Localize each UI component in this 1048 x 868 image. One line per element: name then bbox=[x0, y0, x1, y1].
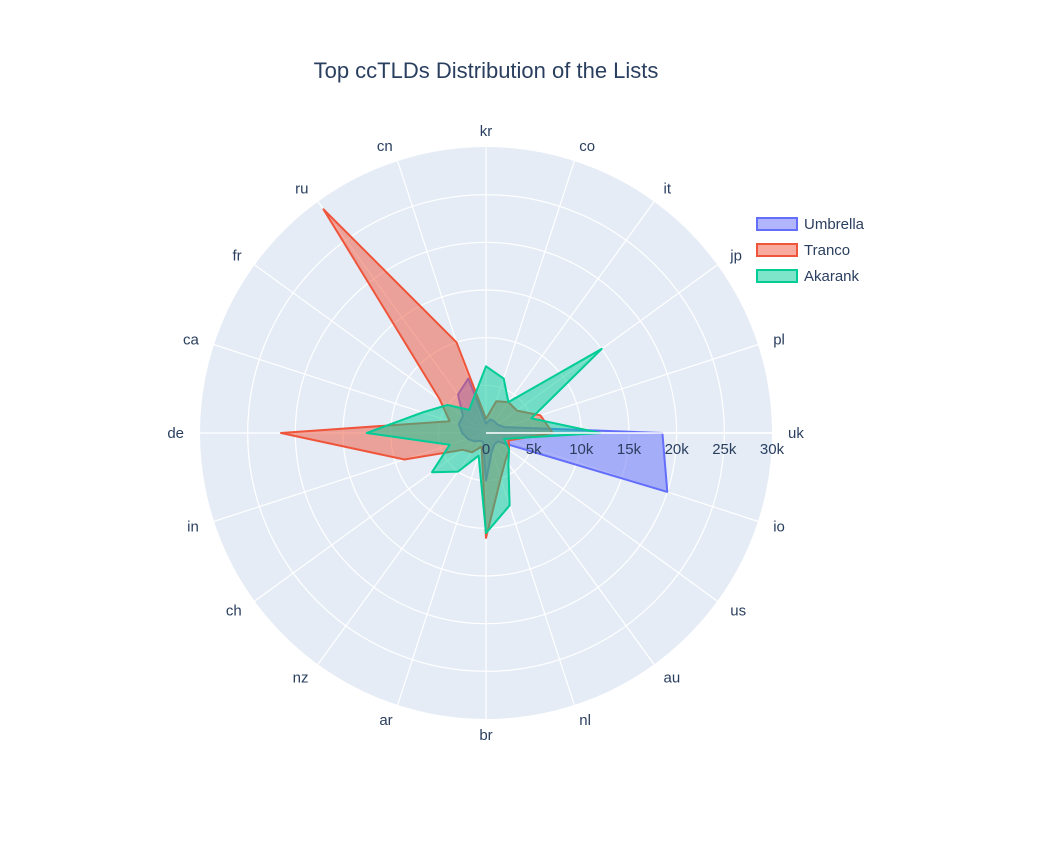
angular-label-ca: ca bbox=[183, 332, 200, 349]
angular-label-de: de bbox=[167, 425, 184, 442]
legend-label: Akarank bbox=[804, 268, 860, 285]
angular-label-cn: cn bbox=[377, 138, 393, 155]
radial-axis-ticks: 0 5k 10k 15k 20k 25k 30k bbox=[482, 432, 785, 458]
legend-label: Tranco bbox=[804, 242, 850, 259]
angular-label-jp: jp bbox=[729, 248, 742, 265]
legend-swatch bbox=[756, 217, 798, 231]
angular-label-co: co bbox=[579, 138, 595, 155]
angular-label-io: io bbox=[773, 518, 785, 535]
radial-tick-label: 5k bbox=[526, 441, 542, 458]
radial-tick-label: 30k bbox=[760, 441, 785, 458]
grid-spoke bbox=[397, 432, 487, 706]
series-akarank-area bbox=[365, 347, 603, 535]
legend[interactable]: Umbrella Tranco Akarank bbox=[756, 216, 865, 285]
radial-tick-label: 20k bbox=[665, 441, 690, 458]
grid-spoke bbox=[485, 432, 655, 665]
angular-label-nz: nz bbox=[293, 669, 309, 686]
series-area bbox=[280, 208, 669, 539]
radial-tick-label: 0 bbox=[482, 441, 490, 458]
grid-spoke bbox=[485, 432, 718, 602]
legend-swatch bbox=[756, 243, 798, 257]
angular-label-ar: ar bbox=[379, 712, 392, 729]
legend-item-akarank[interactable]: Akarank bbox=[756, 268, 860, 285]
angular-label-in: in bbox=[187, 518, 199, 535]
radial-tick-label: 25k bbox=[712, 441, 737, 458]
angular-label-fr: fr bbox=[233, 248, 242, 265]
angular-label-nl: nl bbox=[579, 712, 591, 729]
angular-axis-labels: uk pl jp it co kr cn ru fr ca de in ch nz ar br nl au us io bbox=[167, 123, 804, 744]
chart-title: Top ccTLDs Distribution of the Lists bbox=[314, 58, 659, 83]
angular-label-ru: ru bbox=[295, 181, 308, 198]
legend-swatch bbox=[756, 269, 798, 283]
angular-label-us: us bbox=[730, 603, 746, 620]
legend-label: Umbrella bbox=[804, 216, 865, 233]
angular-label-kr: kr bbox=[480, 123, 493, 140]
angular-label-br: br bbox=[479, 727, 492, 744]
angular-label-uk: uk bbox=[788, 425, 804, 442]
radial-tick-label: 15k bbox=[617, 441, 642, 458]
angular-label-it: it bbox=[664, 181, 672, 198]
angular-label-ch: ch bbox=[226, 603, 242, 620]
grid-spoke bbox=[485, 201, 655, 434]
angular-label-au: au bbox=[664, 669, 681, 686]
legend-item-umbrella[interactable]: Umbrella bbox=[756, 216, 865, 233]
angular-label-pl: pl bbox=[773, 332, 785, 349]
legend-item-tranco[interactable]: Tranco bbox=[756, 242, 850, 259]
radial-tick-label: 10k bbox=[569, 441, 594, 458]
